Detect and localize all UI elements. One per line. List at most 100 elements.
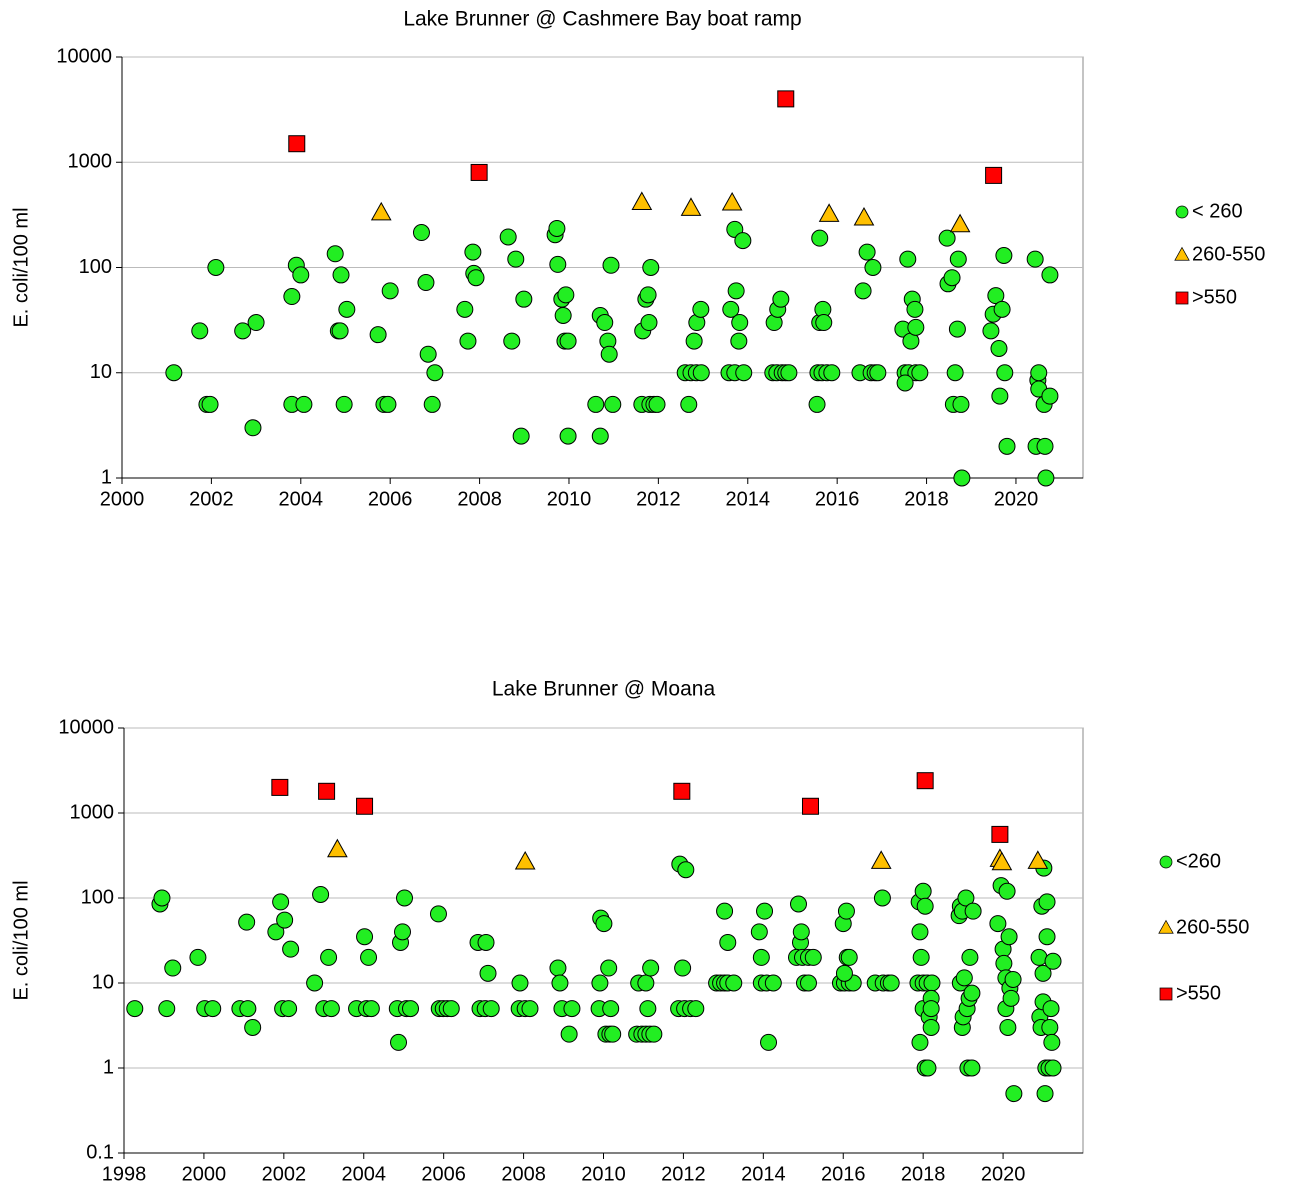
data-point: [602, 256, 620, 274]
data-point: [331, 322, 349, 340]
data-point: [1030, 948, 1048, 966]
data-point: [642, 259, 660, 276]
data-point: [952, 395, 970, 413]
data-point: [989, 915, 1007, 933]
data-point: [680, 395, 698, 413]
data-point: [780, 364, 798, 382]
data-point: [238, 913, 256, 931]
data-point: [326, 245, 344, 263]
data-point: [456, 300, 474, 318]
data-point: [752, 948, 770, 966]
legend-marker: [1159, 855, 1173, 869]
data-point: [642, 959, 660, 977]
data-point: [815, 314, 833, 332]
data-point: [362, 1000, 380, 1018]
data-point: [963, 1059, 981, 1077]
data-point: [730, 332, 748, 350]
data-point: [602, 1000, 620, 1018]
data-point: [955, 969, 973, 987]
data-point: [873, 889, 891, 907]
data-point: [922, 1018, 940, 1036]
data-point: [600, 345, 618, 363]
x-tick-label: 2000: [182, 1163, 227, 1185]
data-point: [320, 948, 338, 966]
data-point: [360, 948, 378, 966]
data-point: [999, 1018, 1017, 1036]
data-point: [639, 286, 657, 304]
data-point: [335, 395, 353, 413]
data-point: [503, 332, 521, 350]
data-point: [938, 229, 956, 247]
data-point: [823, 364, 841, 382]
legend-marker: [1175, 291, 1189, 305]
data-point: [864, 259, 882, 276]
data-point: [1036, 437, 1054, 455]
data-point: [557, 286, 575, 304]
data-point: [750, 923, 768, 941]
data-point: [1002, 989, 1020, 1007]
data-point: [799, 974, 817, 992]
data-point: [282, 940, 300, 958]
data-point: [1030, 364, 1048, 382]
data-point: [640, 314, 658, 332]
data-point: [946, 364, 964, 382]
data-point: [1027, 850, 1049, 869]
data-point: [394, 923, 412, 941]
data-point: [985, 166, 1003, 184]
data-point: [637, 974, 655, 992]
y-tick-label: 100: [79, 256, 112, 278]
data-point: [467, 269, 485, 287]
legend-label: < 260: [1192, 200, 1243, 222]
legend-marker: [1174, 246, 1190, 261]
data-point: [548, 219, 566, 237]
data-point: [1038, 893, 1056, 911]
data-point: [982, 322, 1000, 340]
legend-label: <260: [1176, 850, 1221, 872]
data-point: [949, 250, 967, 268]
x-tick-label: 2006: [368, 488, 413, 510]
data-point: [899, 250, 917, 268]
data-point: [911, 364, 929, 382]
data-point: [390, 1033, 408, 1051]
data-point: [907, 318, 925, 336]
data-point: [896, 374, 914, 392]
chart-title: Lake Brunner @ Cashmere Bay boat ramp: [403, 8, 801, 31]
data-point: [559, 427, 577, 445]
x-tick-label: 2020: [981, 1163, 1026, 1185]
data-point: [804, 948, 822, 966]
data-point: [964, 902, 982, 920]
data-point: [772, 290, 790, 308]
x-tick-label: 2018: [901, 1163, 946, 1185]
data-point: [234, 322, 252, 340]
data-point: [412, 224, 430, 242]
y-axis-label: E. coli/100 ml: [10, 880, 32, 1000]
x-tick-label: 1998: [102, 1163, 147, 1185]
data-point: [914, 882, 932, 900]
data-point: [680, 197, 702, 216]
data-point: [990, 339, 1008, 357]
x-tick-label: 2012: [661, 1163, 706, 1185]
data-point: [943, 269, 961, 287]
legend-marker: [1159, 987, 1173, 1001]
chart-title: Lake Brunner @ Moana: [492, 678, 716, 701]
data-point: [948, 320, 966, 338]
data-point: [499, 228, 517, 246]
data-point: [322, 1000, 340, 1018]
data-point: [514, 850, 536, 870]
data-point: [596, 314, 614, 332]
x-tick-label: 2020: [994, 488, 1039, 510]
legend-label: 260-550: [1192, 243, 1265, 265]
data-point: [507, 250, 525, 268]
data-point: [858, 243, 876, 261]
data-point: [811, 229, 829, 247]
data-point: [725, 974, 743, 992]
data-point: [292, 266, 310, 284]
x-tick-label: 2016: [815, 488, 860, 510]
data-point: [126, 1000, 144, 1018]
data-point: [356, 928, 374, 946]
data-point: [685, 332, 703, 350]
data-point: [595, 915, 613, 933]
data-point: [239, 1000, 257, 1018]
data-point: [949, 213, 971, 233]
y-tick-label: 100: [81, 886, 114, 908]
